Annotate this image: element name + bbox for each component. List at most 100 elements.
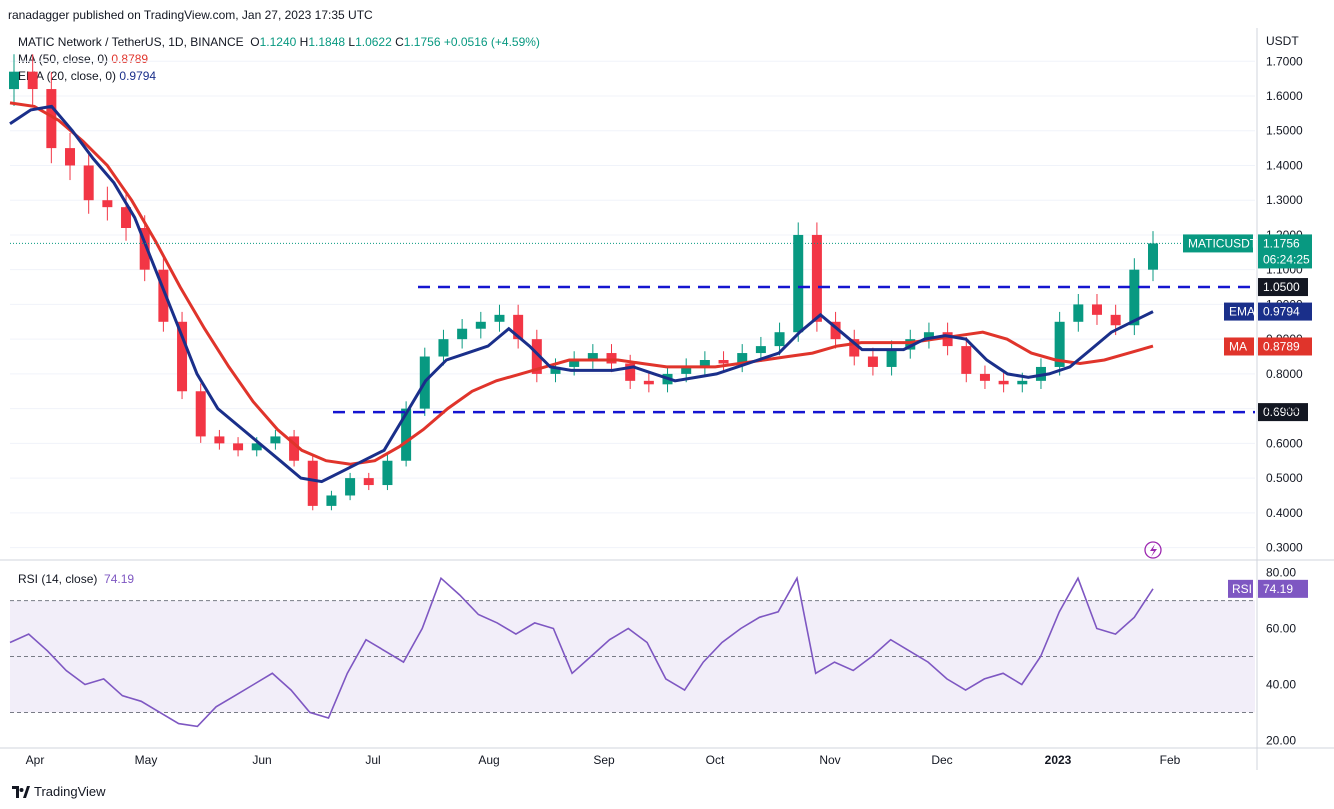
currency-label: USDT	[1266, 34, 1299, 48]
candle	[251, 443, 262, 451]
candle	[139, 228, 150, 270]
candles	[9, 54, 1158, 511]
candle	[998, 380, 1009, 385]
time-tick-label: Sep	[593, 753, 615, 767]
candle	[214, 436, 225, 444]
candle	[643, 380, 654, 385]
rsi-name-tag	[1228, 579, 1253, 598]
rsi-name-label: RSI	[1232, 582, 1252, 596]
candle	[625, 363, 636, 381]
candle	[867, 356, 878, 367]
high-label: H	[299, 35, 309, 49]
candle	[270, 436, 281, 444]
time-tick-label: Apr	[26, 753, 45, 767]
maticusdt-value-label: 1.1756	[1263, 236, 1300, 250]
candle	[979, 373, 990, 381]
time-tick-label: Jul	[365, 753, 380, 767]
ema-name-tag	[1224, 302, 1254, 321]
open-label: O	[250, 35, 260, 49]
candle	[158, 269, 169, 322]
rsi-tick-label: 20.00	[1266, 733, 1296, 747]
candle	[46, 89, 57, 149]
price-tick-label: 1.4000	[1266, 158, 1303, 172]
symbol-title: MATIC Network / TetherUS, 1D, BINANCE	[18, 35, 244, 49]
candle	[1017, 380, 1028, 385]
candle	[177, 321, 188, 392]
open-value: 1.1240	[259, 35, 297, 49]
rsi-line	[9, 575, 1154, 728]
candle	[9, 71, 19, 90]
candle	[755, 346, 766, 354]
level-tag-label: 1.0500	[1263, 280, 1300, 294]
candle	[457, 328, 468, 340]
candle	[699, 360, 710, 367]
price-tick-label: 0.8000	[1266, 367, 1303, 381]
time-tick-label: 2023	[1045, 753, 1072, 767]
ema-legend-label: EMA (20, close, 0)	[18, 69, 117, 83]
high-value: 1.1848	[308, 35, 346, 49]
candle	[550, 366, 561, 374]
price-grid	[0, 28, 1334, 770]
rsi-tick-label: 80.00	[1266, 566, 1296, 580]
time-tick-label: Nov	[819, 753, 840, 767]
ma-name-label: MA	[1229, 339, 1247, 353]
candle	[793, 234, 804, 333]
candle	[774, 332, 785, 347]
candle	[65, 148, 76, 166]
price-tick-label: 0.3000	[1266, 541, 1303, 555]
candle	[345, 478, 356, 496]
low-value: 1.0622	[355, 35, 392, 49]
tradingview-logo-icon	[12, 785, 30, 798]
time-tick-label: Aug	[478, 753, 499, 767]
candle	[811, 234, 822, 322]
candle	[531, 339, 542, 374]
close-label: C	[395, 35, 404, 49]
price-tags: MATICUSDT 1.1756 06:24:25 EMA 0.9794 MA 0.8789	[1183, 234, 1312, 356]
ema-value-tag	[1258, 302, 1312, 321]
ma-legend[interactable]: MA (50, close, 0) 0.8789	[18, 52, 148, 66]
symbol-legend: MATIC Network / TetherUS, 1D, BINANCE O1…	[18, 35, 540, 49]
candle	[289, 436, 300, 461]
ema-legend[interactable]: EMA (20, close, 0) 0.9794	[18, 69, 156, 83]
rsi-legend-label: RSI (14, close)	[18, 572, 98, 586]
price-tick-label: 0.7000	[1266, 402, 1303, 416]
level-tag	[1258, 403, 1308, 422]
rsi-legend[interactable]: RSI (14, close) 74.19	[18, 572, 134, 586]
ma-50-line	[9, 101, 1154, 466]
countdown-label: 06:24:25	[1263, 252, 1310, 266]
rsi-legend-value: 74.19	[104, 572, 135, 586]
ma-value-tag	[1258, 337, 1312, 356]
candle	[27, 71, 38, 90]
candle	[475, 321, 486, 329]
lightning-icon[interactable]	[1144, 541, 1162, 559]
candle	[923, 332, 934, 340]
candle	[401, 408, 412, 461]
candle	[830, 321, 841, 340]
rsi-tick-label: 60.00	[1266, 622, 1296, 636]
price-tick-label: 0.6000	[1266, 436, 1303, 450]
published-line: ranadagger published on TradingView.com,…	[8, 8, 373, 22]
time-tick-label: Jun	[252, 753, 271, 767]
candle	[942, 332, 953, 347]
tradingview-brand: TradingView	[34, 784, 106, 799]
candle	[307, 460, 318, 506]
support-resistance-levels: 1.0500 0.6900	[333, 278, 1308, 422]
candle	[681, 366, 692, 374]
candle	[737, 353, 748, 364]
change-value: +0.0516 (+4.59%)	[443, 35, 540, 49]
rsi-tick-label: 40.00	[1266, 677, 1296, 691]
indicator-lines	[9, 101, 1255, 484]
ema-20-line	[9, 104, 1154, 484]
low-label: L	[348, 35, 356, 49]
price-tick-label: 1.6000	[1266, 89, 1303, 103]
candle	[195, 391, 206, 437]
candle	[102, 200, 113, 208]
price-tick-label: 0.4000	[1266, 506, 1303, 520]
price-tick-label: 1.3000	[1266, 193, 1303, 207]
candle	[718, 360, 729, 364]
candle	[905, 339, 916, 350]
time-axis: Apr May Jun Jul Aug Sep Oct Nov Dec 2023 Feb	[0, 747, 1334, 767]
tradingview-footer[interactable]: TradingView	[12, 784, 106, 799]
candle	[494, 314, 505, 322]
